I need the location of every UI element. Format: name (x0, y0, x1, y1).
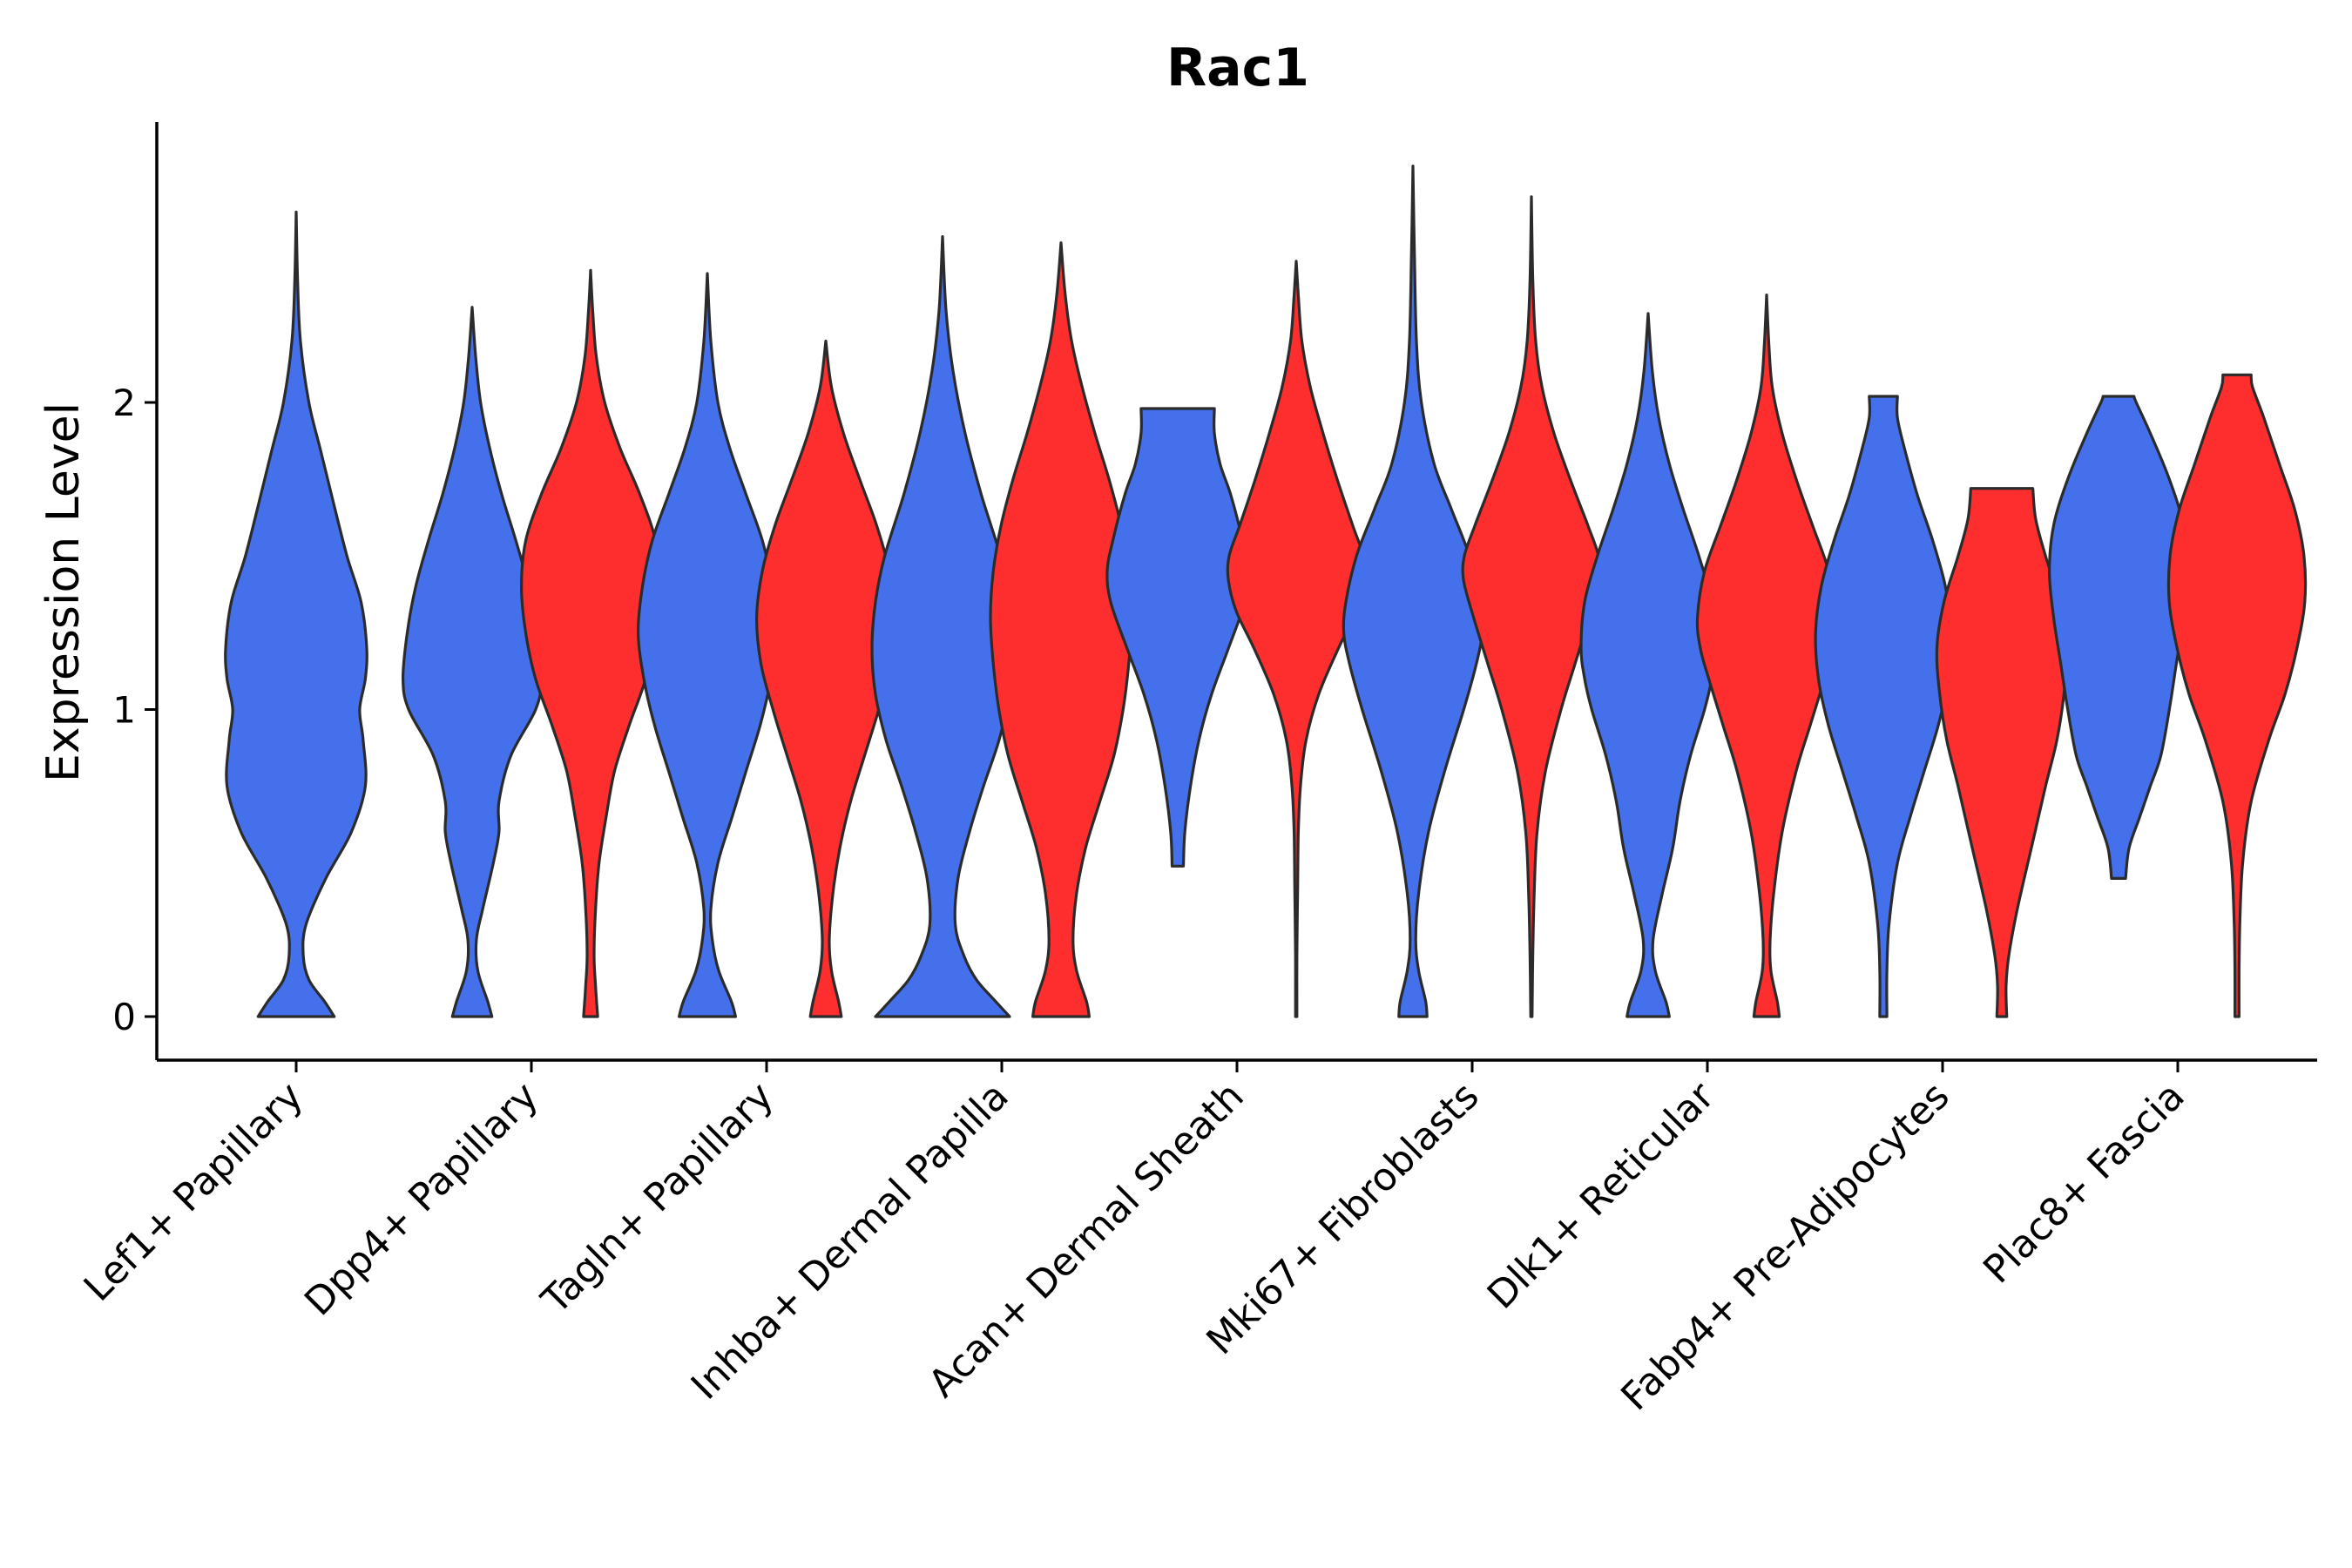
x-tick-label: Plac8+ Fascia (1975, 1074, 2193, 1293)
y-tick-label: 0 (112, 996, 136, 1038)
violins-layer (224, 165, 2308, 1018)
violin-group2 (1695, 294, 1838, 1018)
violin-group1 (1105, 407, 1250, 868)
x-tick-label: Dlk1+ Reticular (1479, 1073, 1724, 1318)
violin-group1 (1342, 165, 1484, 1018)
violin-group2 (1461, 195, 1602, 1018)
x-tick-label: Tagln+ Papillary (533, 1074, 782, 1323)
violin-group1 (2048, 395, 2189, 880)
x-tick-label: Dpp4+ Papillary (296, 1074, 547, 1325)
violin-group1 (870, 235, 1015, 1018)
y-axis-label: Expression Level (37, 402, 90, 782)
violin-group2 (1226, 260, 1367, 1018)
violin-group2 (520, 268, 661, 1018)
chart-title: Rac1 (1166, 37, 1309, 98)
violin-group1 (224, 210, 368, 1018)
violin-group1 (1814, 395, 1953, 1018)
y-tick-label: 2 (112, 382, 136, 424)
violin-group1 (636, 272, 779, 1018)
x-tick-label: Mki67+ Fibroblasts (1198, 1074, 1487, 1363)
violin-group2 (989, 241, 1133, 1018)
violin-group2 (754, 339, 897, 1018)
violin-group2 (2166, 373, 2308, 1018)
violin-group2 (1935, 487, 2069, 1018)
y-ticks: 0 1 2 (112, 382, 157, 1038)
violin-group1 (1579, 312, 1717, 1018)
y-tick-label: 1 (112, 689, 136, 732)
x-tick-label: Lef1+ Papillary (76, 1074, 312, 1310)
violin-group1 (401, 306, 544, 1018)
